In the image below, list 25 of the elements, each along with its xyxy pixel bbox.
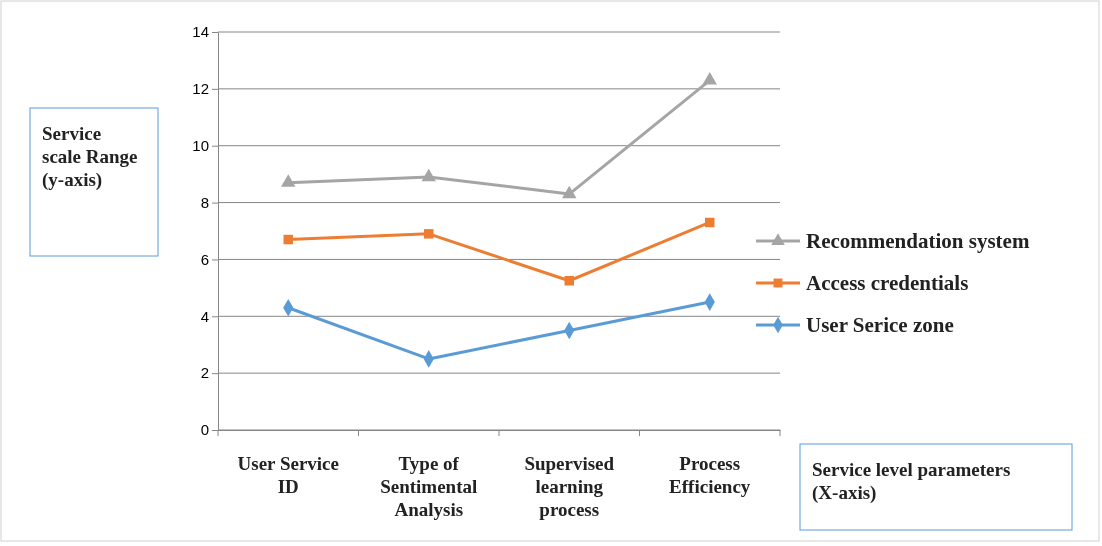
point	[702, 72, 717, 85]
x-tick-label: Type of Sentimental Analysis	[380, 453, 478, 520]
y-tick-label: 14	[192, 23, 209, 41]
point	[281, 174, 296, 187]
y-tick-label: 6	[200, 250, 209, 268]
x-tick-label: Supervised learning process	[524, 453, 615, 520]
x-axis-title: Service level parameters (X-axis)	[812, 459, 1011, 504]
legend-label: User Serice zone	[806, 313, 954, 337]
x-tick-label: User Service ID	[237, 453, 339, 497]
point	[424, 229, 434, 239]
y-tick-label: 8	[200, 193, 209, 211]
y-tick-label: 10	[192, 137, 209, 155]
y-axis-title: Service scale Range (y-axis)	[42, 123, 138, 191]
point	[564, 276, 574, 286]
y-tick-label: 4	[200, 307, 209, 325]
y-tick-label: 2	[200, 364, 209, 382]
y-tick-label: 12	[192, 80, 209, 98]
point	[283, 234, 293, 245]
point	[562, 185, 577, 199]
point	[421, 168, 436, 182]
point	[705, 217, 715, 228]
y-tick-label: 0	[200, 421, 209, 439]
x-tick-label: Process Efficiency	[669, 453, 751, 497]
legend-label: Recommendation system	[806, 229, 1030, 253]
legend-label: Access credentials	[806, 271, 969, 295]
